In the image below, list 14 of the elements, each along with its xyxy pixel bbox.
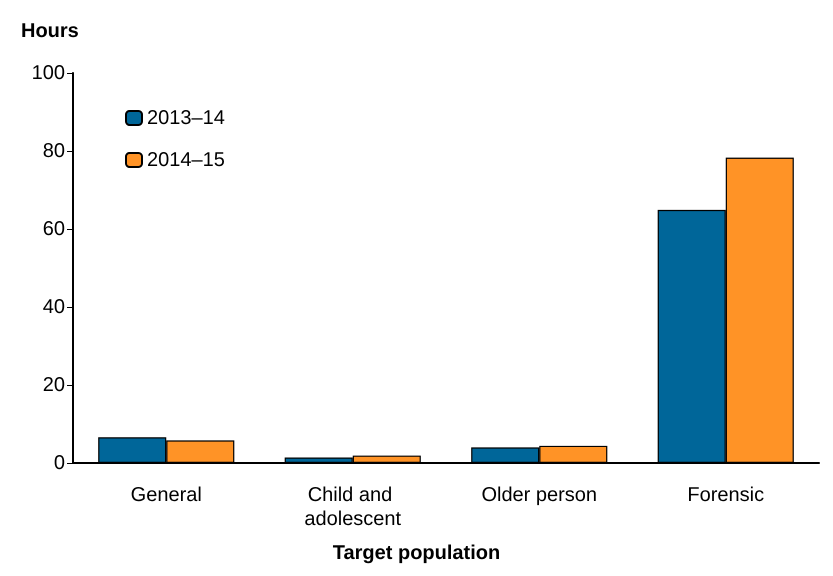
x-tick-label: Child and adolescent	[304, 484, 402, 530]
y-tick-label: 60	[42, 218, 65, 240]
y-tick-label: 20	[42, 374, 65, 396]
y-tick-label: 40	[42, 296, 65, 318]
y-tick-label: 0	[54, 452, 65, 474]
legend-label: 2013–14	[147, 107, 225, 129]
y-axis-title: Hours	[21, 20, 79, 42]
legend-label: 2014–15	[147, 149, 225, 171]
x-axis-title: Target population	[332, 542, 500, 564]
y-tick-label: 100	[32, 62, 65, 84]
y-tick-label: 80	[42, 140, 65, 162]
x-tick-label: General	[130, 484, 202, 506]
x-tick-label: Forensic	[687, 484, 764, 506]
x-tick-label: Older person	[481, 484, 598, 506]
